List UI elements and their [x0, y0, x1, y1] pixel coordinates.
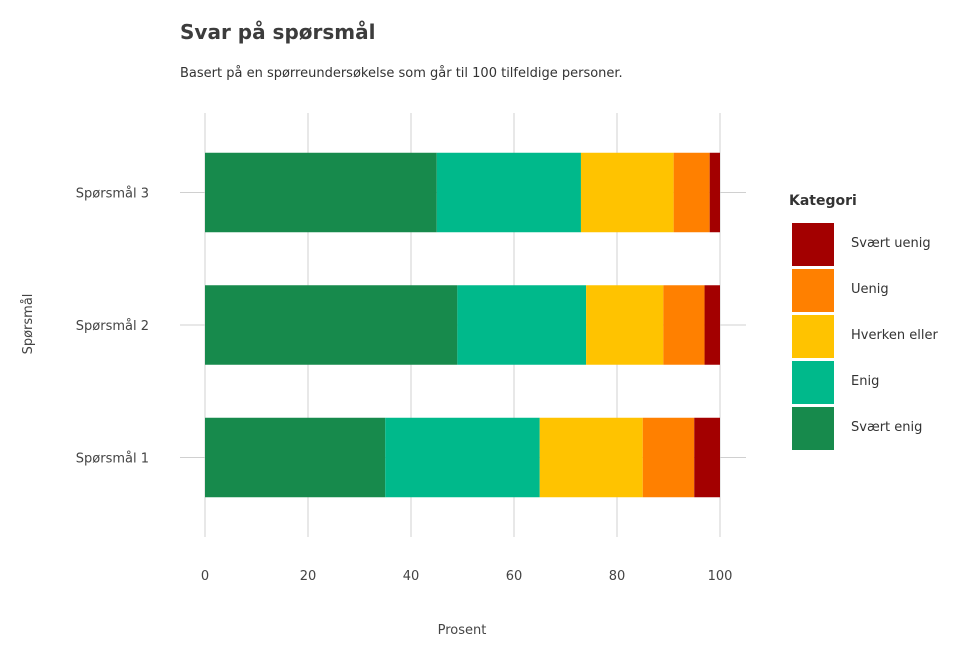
legend-item: Svært uenig: [789, 223, 931, 269]
bar-segment: [436, 152, 581, 233]
legend-swatch: [792, 223, 834, 266]
y-axis-label: Spørsmål: [21, 294, 36, 355]
bar-segment: [694, 417, 720, 498]
legend: Kategori Svært uenig Uenig Hverken eller En…: [789, 193, 938, 453]
x-tick-label: 20: [300, 569, 317, 584]
bar-segments: [205, 152, 720, 498]
x-tick-label: 100: [708, 569, 733, 584]
legend-swatch: [792, 407, 834, 450]
legend-item: Hverken eller: [789, 315, 938, 361]
legend-label: Enig: [851, 374, 880, 389]
legend-label: Svært uenig: [851, 236, 931, 251]
legend-item: Enig: [789, 361, 879, 407]
legend-label: Uenig: [851, 282, 889, 297]
bar-segment: [663, 285, 705, 365]
bar-segment: [673, 152, 710, 233]
bar-segment: [704, 285, 720, 365]
bar-segment: [385, 417, 540, 498]
bar-segment: [205, 417, 386, 498]
legend-item: Svært enig: [789, 407, 922, 453]
bar-segment: [580, 152, 674, 233]
legend-item: Uenig: [789, 269, 889, 315]
x-tick-labels: 0 20 40 60 80 100: [201, 569, 733, 584]
x-axis-label: Prosent: [438, 623, 487, 638]
x-tick-label: 0: [201, 569, 209, 584]
x-tick-label: 60: [506, 569, 523, 584]
bar-segment: [709, 152, 720, 233]
bar-segment: [457, 285, 587, 365]
legend-swatch: [792, 269, 834, 312]
bar-segment: [205, 285, 458, 365]
legend-swatch: [792, 315, 834, 358]
legend-items: Svært uenig Uenig Hverken eller Enig Svært e…: [789, 223, 938, 453]
y-tick-labels: Spørsmål 1 Spørsmål 2 Spørsmål 3: [76, 187, 149, 467]
legend-swatch: [792, 361, 834, 404]
bar-segment: [539, 417, 643, 498]
x-tick-label: 40: [403, 569, 420, 584]
y-tick-label: Spørsmål 3: [76, 187, 149, 202]
y-tick-label: Spørsmål 1: [76, 452, 149, 467]
legend-title: Kategori: [789, 193, 857, 209]
y-tick-label: Spørsmål 2: [76, 319, 149, 334]
chart-title: Svar på spørsmål: [180, 20, 376, 44]
legend-label: Svært enig: [851, 420, 923, 435]
bar-segment: [642, 417, 695, 498]
x-tick-label: 80: [609, 569, 626, 584]
bar-segment: [205, 152, 437, 233]
chart-subtitle: Basert på en spørreundersøkelse som går …: [180, 66, 623, 81]
legend-label: Hverken eller: [851, 328, 938, 343]
bar-segment: [586, 285, 664, 365]
